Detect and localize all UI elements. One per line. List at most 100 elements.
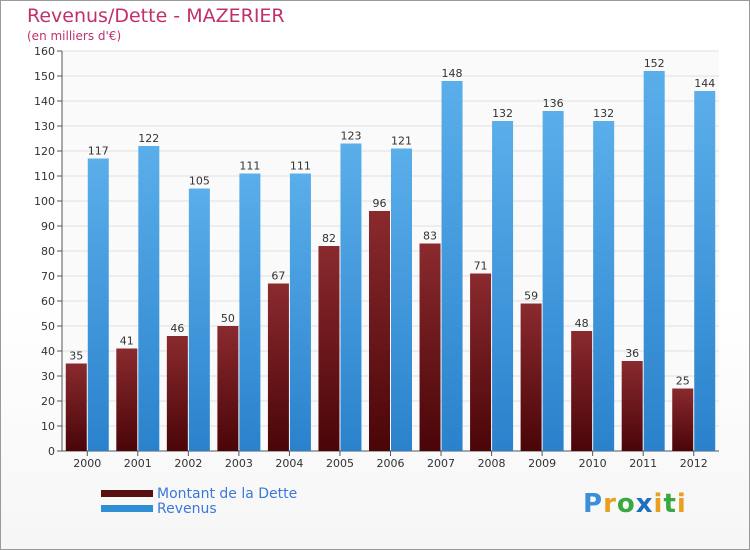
x-tick-label: 2006: [377, 457, 405, 470]
bar-revenus: [391, 148, 412, 451]
data-label-dette: 50: [221, 312, 235, 325]
legend-swatch-dette: [101, 490, 153, 497]
y-tick-label: 160: [34, 45, 55, 58]
logo-letter: i: [676, 489, 687, 519]
bar-revenus: [289, 173, 311, 451]
y-tick-label: 130: [34, 120, 55, 133]
logo-letter: t: [663, 489, 677, 519]
x-tick-label: 2008: [478, 457, 506, 470]
legend: Montant de la Dette Revenus: [101, 485, 298, 517]
bar-revenus: [593, 121, 615, 451]
bar-revenus: [542, 111, 564, 451]
bar-dette: [621, 361, 643, 451]
data-label-revenus: 152: [644, 57, 665, 70]
bar-dette: [166, 336, 188, 451]
y-tick-label: 60: [41, 295, 55, 308]
data-label-revenus: 132: [593, 107, 614, 120]
logo-letter: r: [603, 489, 617, 519]
data-label-revenus: 105: [189, 175, 210, 188]
bar-revenus: [694, 91, 716, 451]
y-tick-label: 30: [41, 370, 55, 383]
data-label-dette: 82: [322, 232, 336, 245]
y-tick-label: 80: [41, 245, 55, 258]
bar-revenus: [492, 121, 514, 451]
bar-dette: [217, 326, 239, 451]
x-tick-label: 2005: [326, 457, 354, 470]
y-tick-label: 10: [41, 420, 55, 433]
bar-revenus: [239, 173, 261, 451]
x-tick-label: 2001: [124, 457, 152, 470]
data-label-revenus: 111: [239, 160, 260, 173]
data-label-dette: 35: [69, 350, 83, 363]
x-tick-label: 2000: [73, 457, 101, 470]
data-label-revenus: 117: [88, 145, 109, 158]
x-tick-label: 2002: [174, 457, 202, 470]
x-tick-label: 2009: [528, 457, 556, 470]
data-label-revenus: 144: [694, 77, 715, 90]
legend-swatch-revenus: [101, 505, 153, 512]
bar-dette: [520, 303, 542, 451]
bar-dette: [419, 243, 441, 451]
legend-item-revenus: Revenus: [101, 500, 297, 517]
bar-dette: [571, 331, 593, 451]
data-label-revenus: 122: [138, 132, 159, 145]
y-tick-label: 110: [34, 170, 55, 183]
y-tick-label: 40: [41, 345, 55, 358]
bar-dette: [470, 273, 492, 451]
data-label-dette: 25: [676, 375, 690, 388]
y-tick-label: 140: [34, 95, 55, 108]
bar-revenus: [138, 146, 160, 451]
bar-dette: [116, 348, 138, 451]
logo-letter: i: [653, 489, 664, 519]
y-tick-label: 100: [34, 195, 55, 208]
y-tick-label: 70: [41, 270, 55, 283]
data-label-revenus: 136: [543, 97, 564, 110]
data-label-dette: 41: [120, 335, 134, 348]
data-label-revenus: 121: [391, 135, 412, 148]
logo-letter: x: [635, 489, 654, 519]
data-label-dette: 46: [170, 322, 184, 335]
logo-letter: o: [616, 489, 636, 519]
legend-label-revenus: Revenus: [157, 500, 217, 517]
y-tick-label: 20: [41, 395, 55, 408]
bar-dette: [672, 388, 694, 451]
data-label-dette: 83: [423, 230, 437, 243]
data-label-dette: 48: [575, 317, 589, 330]
bar-dette: [65, 363, 87, 451]
proxiti-logo: Proxiti: [583, 489, 687, 519]
y-tick-label: 150: [34, 70, 55, 83]
x-tick-label: 2010: [579, 457, 607, 470]
data-label-dette: 71: [474, 260, 488, 273]
chart-title: Revenus/Dette - MAZERIER: [27, 5, 285, 27]
chart-subtitle: (en milliers d'€): [27, 29, 122, 43]
bar-revenus: [188, 188, 210, 451]
data-label-revenus: 132: [492, 107, 513, 120]
bar-revenus: [340, 143, 362, 451]
legend-label-dette: Montant de la Dette: [157, 485, 298, 502]
bar-revenus: [87, 158, 109, 451]
y-tick-label: 90: [41, 220, 55, 233]
y-tick-label: 50: [41, 320, 55, 333]
x-tick-label: 2003: [225, 457, 253, 470]
bar-revenus: [643, 71, 665, 451]
data-label-dette: 59: [524, 290, 538, 303]
logo-letter: P: [583, 489, 604, 519]
data-label-dette: 67: [271, 270, 285, 283]
data-label-revenus: 123: [340, 130, 361, 143]
bar-dette: [369, 211, 390, 451]
x-tick-label: 2011: [629, 457, 657, 470]
y-tick-label: 120: [34, 145, 55, 158]
x-tick-label: 2004: [275, 457, 303, 470]
legend-item-dette: Montant de la Dette: [101, 485, 298, 502]
x-tick-label: 2012: [680, 457, 708, 470]
bar-dette: [318, 246, 340, 451]
data-label-revenus: 111: [290, 160, 311, 173]
data-label-dette: 96: [373, 197, 387, 210]
data-label-dette: 36: [625, 347, 639, 360]
bar-chart: 0 10 20 30 40 50 60 70 80 90 100 110 120 130 140 150 160…: [34, 45, 719, 470]
x-tick-label: 2007: [427, 457, 455, 470]
bar-revenus: [441, 81, 463, 451]
y-tick-label: 0: [48, 445, 55, 458]
data-label-revenus: 148: [442, 67, 463, 80]
